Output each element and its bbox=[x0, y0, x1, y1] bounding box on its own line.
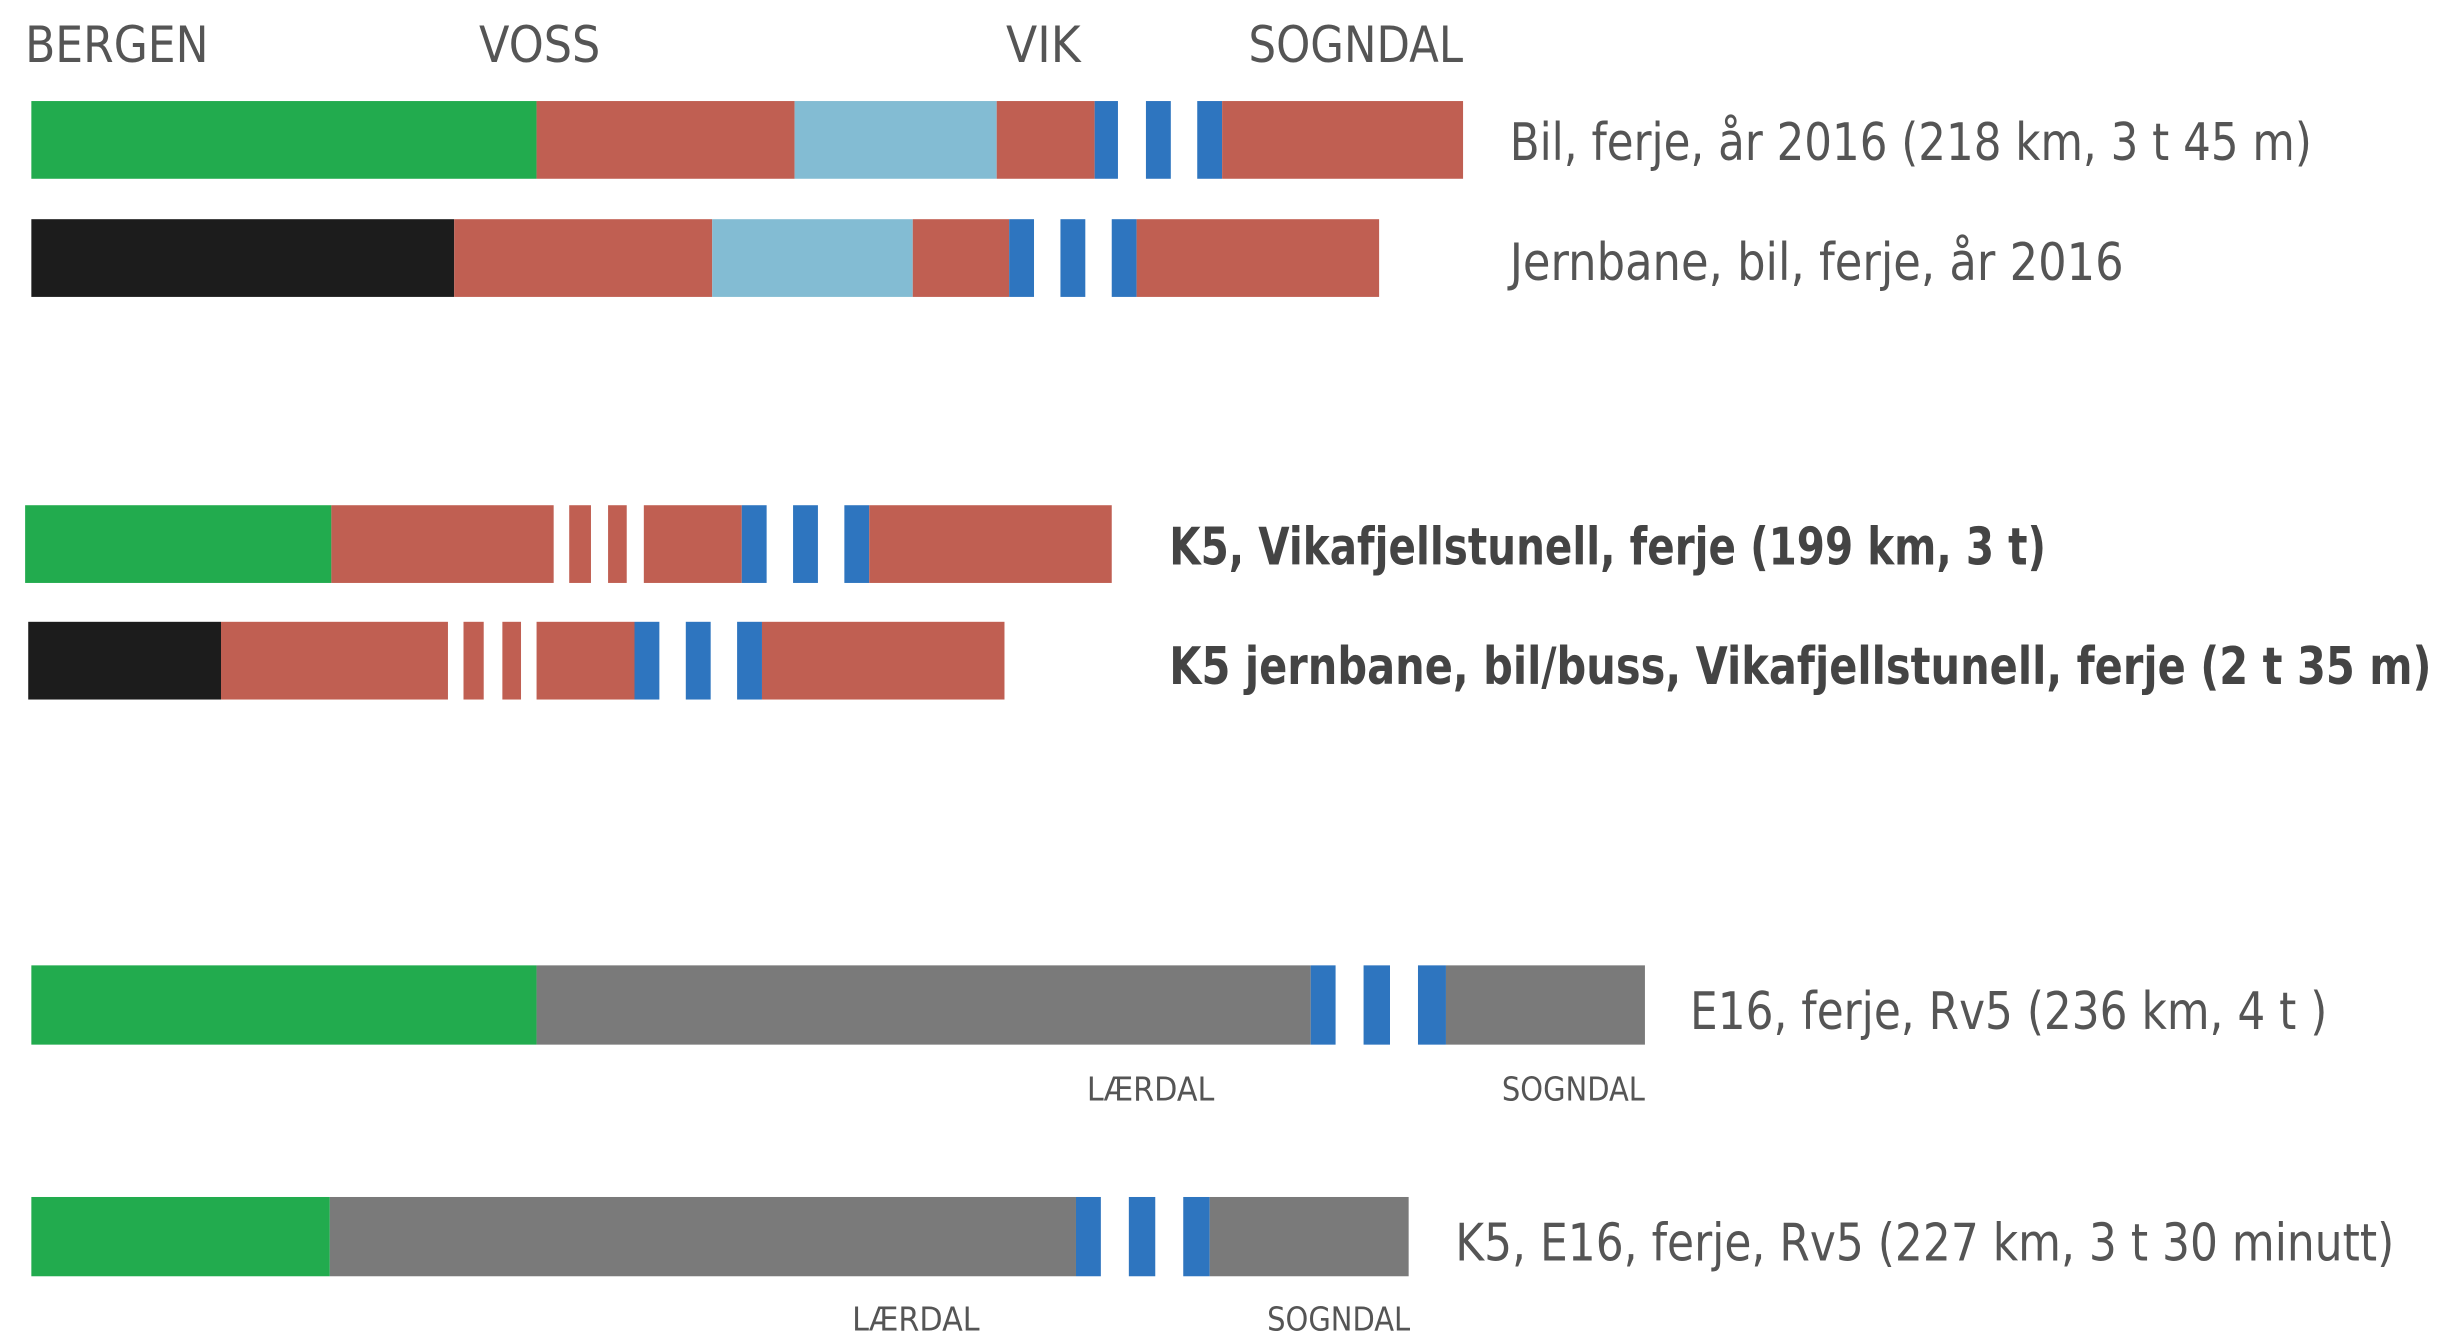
place-label: VOSS bbox=[479, 16, 600, 74]
segment bbox=[31, 101, 537, 179]
segment bbox=[793, 505, 818, 583]
route-label: E16, ferje, Rv5 (236 km, 4 t ) bbox=[1690, 982, 2327, 1042]
segment bbox=[220, 621, 448, 700]
route-bar bbox=[28, 621, 1005, 700]
segment bbox=[31, 219, 455, 297]
segment bbox=[794, 101, 997, 179]
segment bbox=[1197, 101, 1223, 179]
segment bbox=[643, 505, 742, 583]
segment bbox=[329, 1196, 1076, 1277]
segment bbox=[31, 965, 537, 1045]
segment bbox=[1111, 219, 1137, 297]
segment bbox=[761, 621, 1005, 700]
stop-label: SOGNDAL bbox=[1502, 1071, 1645, 1109]
segment bbox=[1060, 219, 1086, 297]
segment bbox=[502, 621, 522, 700]
segment bbox=[536, 101, 795, 179]
segment bbox=[1075, 1196, 1101, 1277]
segment bbox=[25, 505, 332, 583]
segment bbox=[608, 505, 627, 583]
segment bbox=[1009, 219, 1035, 297]
segment bbox=[1222, 101, 1464, 179]
segment bbox=[685, 621, 711, 700]
segment bbox=[1183, 1196, 1210, 1277]
segment bbox=[1136, 219, 1380, 297]
stop-label: LÆRDAL bbox=[852, 1301, 979, 1339]
segment bbox=[1363, 965, 1390, 1045]
stop-label: SOGNDAL bbox=[1267, 1301, 1410, 1339]
segment bbox=[844, 505, 870, 583]
route-bar bbox=[31, 101, 1464, 179]
segment bbox=[712, 219, 913, 297]
stop-label: LÆRDAL bbox=[1087, 1071, 1214, 1109]
segment bbox=[1094, 101, 1118, 179]
route-bar bbox=[31, 219, 1380, 297]
segment bbox=[463, 621, 484, 700]
segment bbox=[569, 505, 591, 583]
route-label: K5, E16, ferje, Rv5 (227 km, 3 t 30 minu… bbox=[1455, 1214, 2394, 1274]
route-label: Jernbane, bil, ferje, år 2016 bbox=[1507, 233, 2124, 293]
route-label: Bil, ferje, år 2016 (218 km, 3 t 45 m) bbox=[1510, 113, 2312, 173]
place-label: BERGEN bbox=[25, 16, 208, 74]
route-label: K5 jernbane, bil/buss, Vikafjellstunell,… bbox=[1169, 637, 2431, 697]
segment bbox=[28, 621, 221, 700]
route-label: K5, Vikafjellstunell, ferje (199 km, 3 t… bbox=[1169, 517, 2046, 577]
segment bbox=[634, 621, 660, 700]
segment bbox=[741, 505, 767, 583]
segment bbox=[912, 219, 1010, 297]
segment bbox=[31, 1196, 330, 1277]
route-bar bbox=[31, 965, 1645, 1045]
segment bbox=[331, 505, 554, 583]
segment bbox=[454, 219, 713, 297]
segment bbox=[1445, 965, 1645, 1045]
segment bbox=[996, 101, 1095, 179]
segment bbox=[1145, 101, 1171, 179]
segment bbox=[1128, 1196, 1156, 1277]
place-label: VIK bbox=[1006, 16, 1082, 74]
place-label: SOGNDAL bbox=[1249, 16, 1464, 74]
place-labels: BERGEN VOSS VIK SOGNDAL bbox=[25, 16, 1463, 74]
segment bbox=[1417, 965, 1446, 1045]
segment bbox=[737, 621, 762, 700]
segment bbox=[1310, 965, 1336, 1045]
segment bbox=[536, 621, 635, 700]
route-bar bbox=[25, 505, 1112, 583]
segment bbox=[536, 965, 1311, 1045]
segment bbox=[1209, 1196, 1409, 1277]
segment bbox=[869, 505, 1112, 583]
route-bar bbox=[31, 1196, 1409, 1277]
